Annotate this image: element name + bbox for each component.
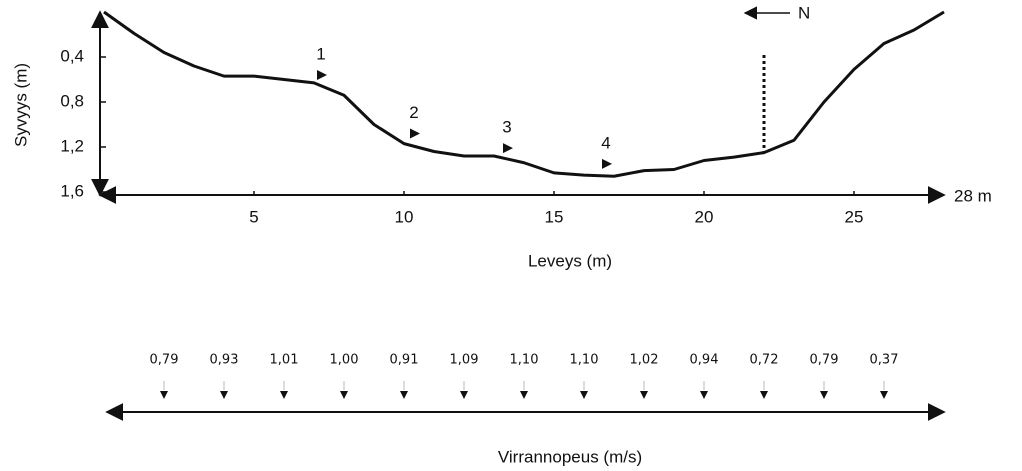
velocity-marker [880, 391, 888, 399]
velocity-label: 1,01 [270, 353, 299, 368]
x-tick-label: 20 [695, 207, 714, 226]
x-axis-title: Virrannopeus (m/s) [498, 447, 642, 466]
y-tick-label: 0,8 [60, 91, 84, 110]
marker-label: 2 [409, 103, 418, 122]
marker-label: 4 [601, 133, 610, 152]
y-tick-label: 1,6 [60, 181, 84, 200]
velocity-label: 1,09 [450, 353, 479, 368]
velocity-marker [280, 391, 288, 399]
velocity-marker [820, 391, 828, 399]
velocity-marker [160, 391, 168, 399]
velocity-marker [460, 391, 468, 399]
position-marker [602, 158, 612, 169]
velocity-label: 0,37 [870, 353, 899, 368]
marker-label: 1 [316, 44, 325, 63]
depth-profile [103, 10, 945, 178]
velocity-marker [580, 391, 588, 399]
x-tick-label: 10 [395, 207, 414, 226]
velocity-marker [640, 391, 648, 399]
x-axis-end-label: 28 m [954, 186, 992, 205]
y-axis-title: Syvyys (m) [11, 63, 30, 147]
velocity-label: 1,00 [330, 353, 359, 368]
velocity-label: 0,94 [690, 353, 719, 368]
y-tick-label: 1,2 [60, 136, 84, 155]
velocity-label: 0,91 [390, 353, 419, 368]
velocity-marker [520, 391, 528, 399]
position-marker [317, 70, 327, 80]
y-tick-label: 0,4 [60, 46, 84, 65]
velocity-label: 1,10 [570, 353, 599, 368]
north-label: N [798, 3, 810, 22]
velocity-label: 1,02 [630, 353, 659, 368]
velocity-label: 0,93 [210, 353, 239, 368]
velocity-marker [760, 391, 768, 399]
x-tick-label: 25 [845, 207, 864, 226]
position-marker [410, 128, 420, 139]
x-tick-label: 15 [545, 207, 564, 226]
marker-label: 3 [502, 118, 511, 137]
velocity-label: 1,10 [510, 353, 539, 368]
velocity-marker [340, 391, 348, 399]
velocity-marker [400, 391, 408, 399]
velocity-marker [220, 391, 228, 399]
velocity-label: 0,79 [810, 353, 839, 368]
velocity-marker [700, 391, 708, 399]
velocity-label: 0,79 [150, 353, 179, 368]
x-tick-label: 5 [249, 207, 258, 226]
x-axis-title: Leveys (m) [528, 251, 612, 270]
velocity-label: 0,72 [750, 353, 779, 368]
position-marker [503, 143, 513, 154]
